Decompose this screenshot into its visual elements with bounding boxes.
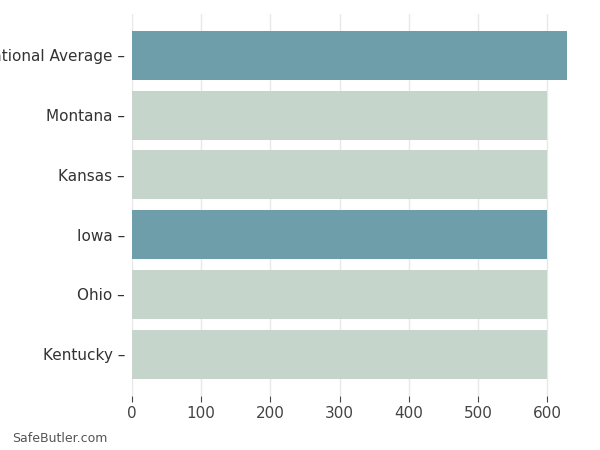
Bar [132, 210, 547, 259]
Bar [132, 31, 567, 80]
Text: SafeButler.com: SafeButler.com [12, 432, 107, 446]
Bar [132, 270, 547, 319]
Bar [132, 90, 547, 140]
Bar [132, 329, 547, 378]
Bar [132, 150, 547, 199]
